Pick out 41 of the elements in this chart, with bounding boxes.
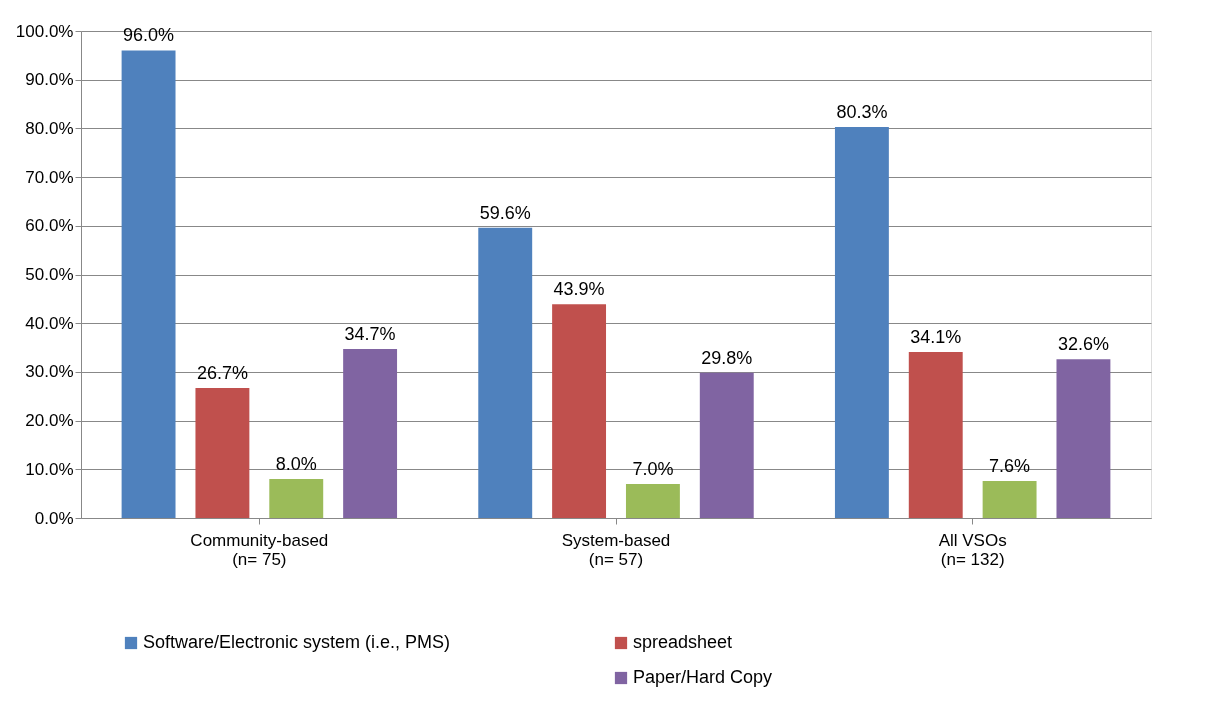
x-tick-label: Community-based (n= 75) <box>190 530 329 569</box>
bar <box>121 50 176 518</box>
legend-label: spreadsheet <box>633 632 733 652</box>
y-tick-label: 0.0% <box>34 508 74 528</box>
data-label: 96.0% <box>123 25 175 46</box>
legend-label: Paper/Hard Copy <box>633 667 773 687</box>
y-tick-label: 100.0% <box>15 21 74 41</box>
y-tick-label: 90.0% <box>25 70 74 90</box>
data-label: 7.0% <box>632 458 674 479</box>
x-tick-label: System-based (n= 57) <box>561 530 671 569</box>
x-tick-label: All VSOs (n= 132) <box>938 530 1007 569</box>
data-label: 34.7% <box>344 324 396 345</box>
y-tick-label: 10.0% <box>25 459 74 479</box>
data-label: 43.9% <box>553 279 605 300</box>
y-tick-label: 30.0% <box>25 362 74 382</box>
y-tick-label: 60.0% <box>25 216 74 236</box>
y-tick-label: 40.0% <box>25 313 74 333</box>
y-tick-label: 50.0% <box>25 265 74 284</box>
bar <box>195 387 250 518</box>
data-label: 26.7% <box>196 362 248 383</box>
legend-label: Software/Electronic system (i.e., PMS) <box>143 632 451 652</box>
y-tick-label: 70.0% <box>25 167 74 187</box>
data-label: 80.3% <box>836 101 888 122</box>
bar <box>1056 359 1111 518</box>
data-label: 8.0% <box>275 454 317 475</box>
bar <box>552 304 607 518</box>
bar <box>625 483 680 518</box>
bar <box>834 126 889 518</box>
y-tick-label: 80.0% <box>25 118 74 138</box>
bar <box>908 351 963 518</box>
data-label: 34.1% <box>910 326 962 347</box>
data-label: 59.6% <box>479 202 531 223</box>
bar <box>699 372 754 518</box>
data-label: 29.8% <box>701 347 753 368</box>
data-label: 7.6% <box>989 455 1031 476</box>
bar <box>269 479 324 518</box>
bar <box>478 227 533 518</box>
data-label: 32.6% <box>1057 334 1109 355</box>
y-tick-label: 20.0% <box>25 411 74 431</box>
bar <box>343 349 398 518</box>
bar <box>982 480 1037 518</box>
